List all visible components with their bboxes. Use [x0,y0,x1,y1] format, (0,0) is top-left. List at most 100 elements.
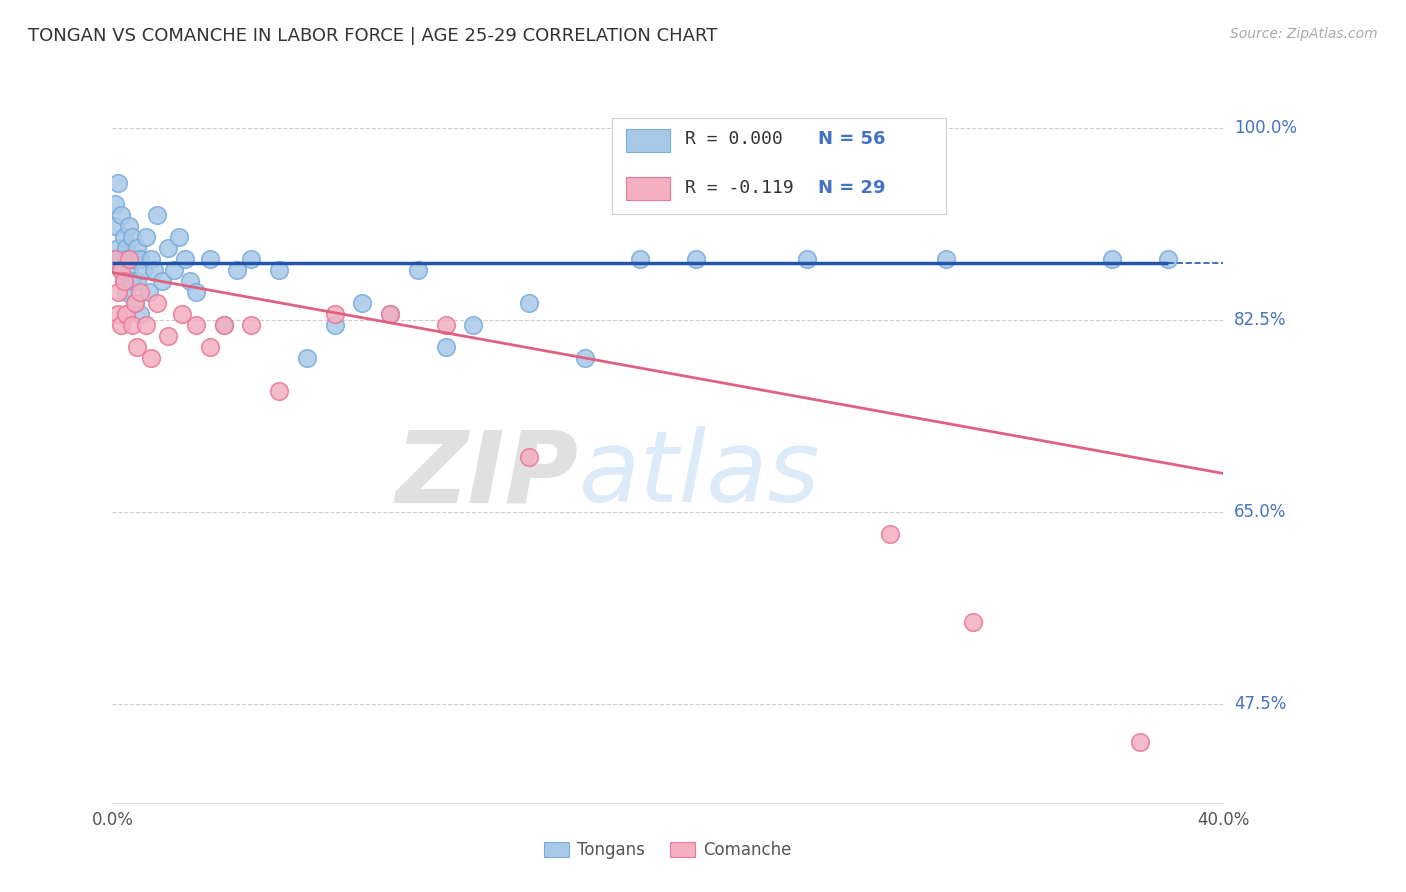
Text: R = -0.119: R = -0.119 [685,178,793,196]
Point [323,318,346,333]
Text: atlas: atlas [579,426,821,523]
Point [240,318,263,333]
Point [127,340,149,354]
Point [796,252,818,267]
Point [198,340,221,354]
Point [110,318,132,333]
Point [198,252,221,267]
Text: N = 29: N = 29 [818,178,886,196]
Point [110,263,132,277]
Text: ZIP: ZIP [396,426,579,523]
Point [157,241,180,255]
Point [121,274,143,288]
Point [267,263,291,277]
Point [121,230,143,244]
Legend: Tongans, Comanche: Tongans, Comanche [537,835,799,866]
Point [124,252,146,267]
Point [115,285,138,300]
Point [212,318,235,333]
Point [170,307,193,321]
Point [124,296,146,310]
Point [962,615,984,629]
Point [112,274,135,288]
Point [118,263,141,277]
Point [1101,252,1123,267]
Point [107,176,129,190]
Text: N = 56: N = 56 [818,130,886,148]
Point [146,296,169,310]
Point [104,252,127,267]
Point [135,318,157,333]
Point [352,296,374,310]
Point [1156,252,1178,267]
Point [152,274,174,288]
Point [173,252,195,267]
Point [434,318,457,333]
Point [118,252,141,267]
Point [406,263,429,277]
FancyBboxPatch shape [626,177,671,200]
Point [127,274,149,288]
Point [121,318,143,333]
Point [112,230,135,244]
Point [115,252,138,267]
Point [240,252,263,267]
Point [179,274,201,288]
Text: 47.5%: 47.5% [1234,695,1286,713]
Point [115,241,138,255]
Point [143,263,166,277]
Point [267,384,291,398]
Point [184,285,207,300]
Point [110,263,132,277]
Point [574,351,596,366]
Point [323,307,346,321]
Point [104,252,127,267]
Text: 65.0%: 65.0% [1234,503,1286,521]
Point [110,252,132,267]
Point [112,274,135,288]
Point [628,252,651,267]
Point [129,252,152,267]
Point [124,296,146,310]
Point [141,252,163,267]
Point [127,241,149,255]
Point [380,307,402,321]
Point [110,209,132,223]
Point [463,318,485,333]
Point [107,307,129,321]
Point [380,307,402,321]
Point [226,263,249,277]
Point [129,285,152,300]
Point [517,296,540,310]
Point [138,285,160,300]
Point [162,263,184,277]
Point [115,307,138,321]
Text: Source: ZipAtlas.com: Source: ZipAtlas.com [1230,27,1378,41]
Point [129,307,152,321]
Point [157,329,180,343]
Point [934,252,956,267]
Point [135,230,157,244]
Point [146,209,169,223]
Point [107,285,129,300]
Point [104,219,127,234]
Point [141,351,163,366]
Text: 82.5%: 82.5% [1234,310,1286,329]
Point [212,318,235,333]
Point [104,197,127,211]
Point [107,241,129,255]
Text: 100.0%: 100.0% [1234,119,1298,136]
Point [517,450,540,464]
FancyBboxPatch shape [613,118,946,214]
Point [879,526,901,541]
Point [1129,735,1152,749]
Point [295,351,318,366]
Text: R = 0.000: R = 0.000 [685,130,782,148]
Point [184,318,207,333]
Point [118,219,141,234]
Point [132,263,155,277]
Point [685,252,707,267]
Point [167,230,190,244]
FancyBboxPatch shape [626,129,671,152]
Point [434,340,457,354]
